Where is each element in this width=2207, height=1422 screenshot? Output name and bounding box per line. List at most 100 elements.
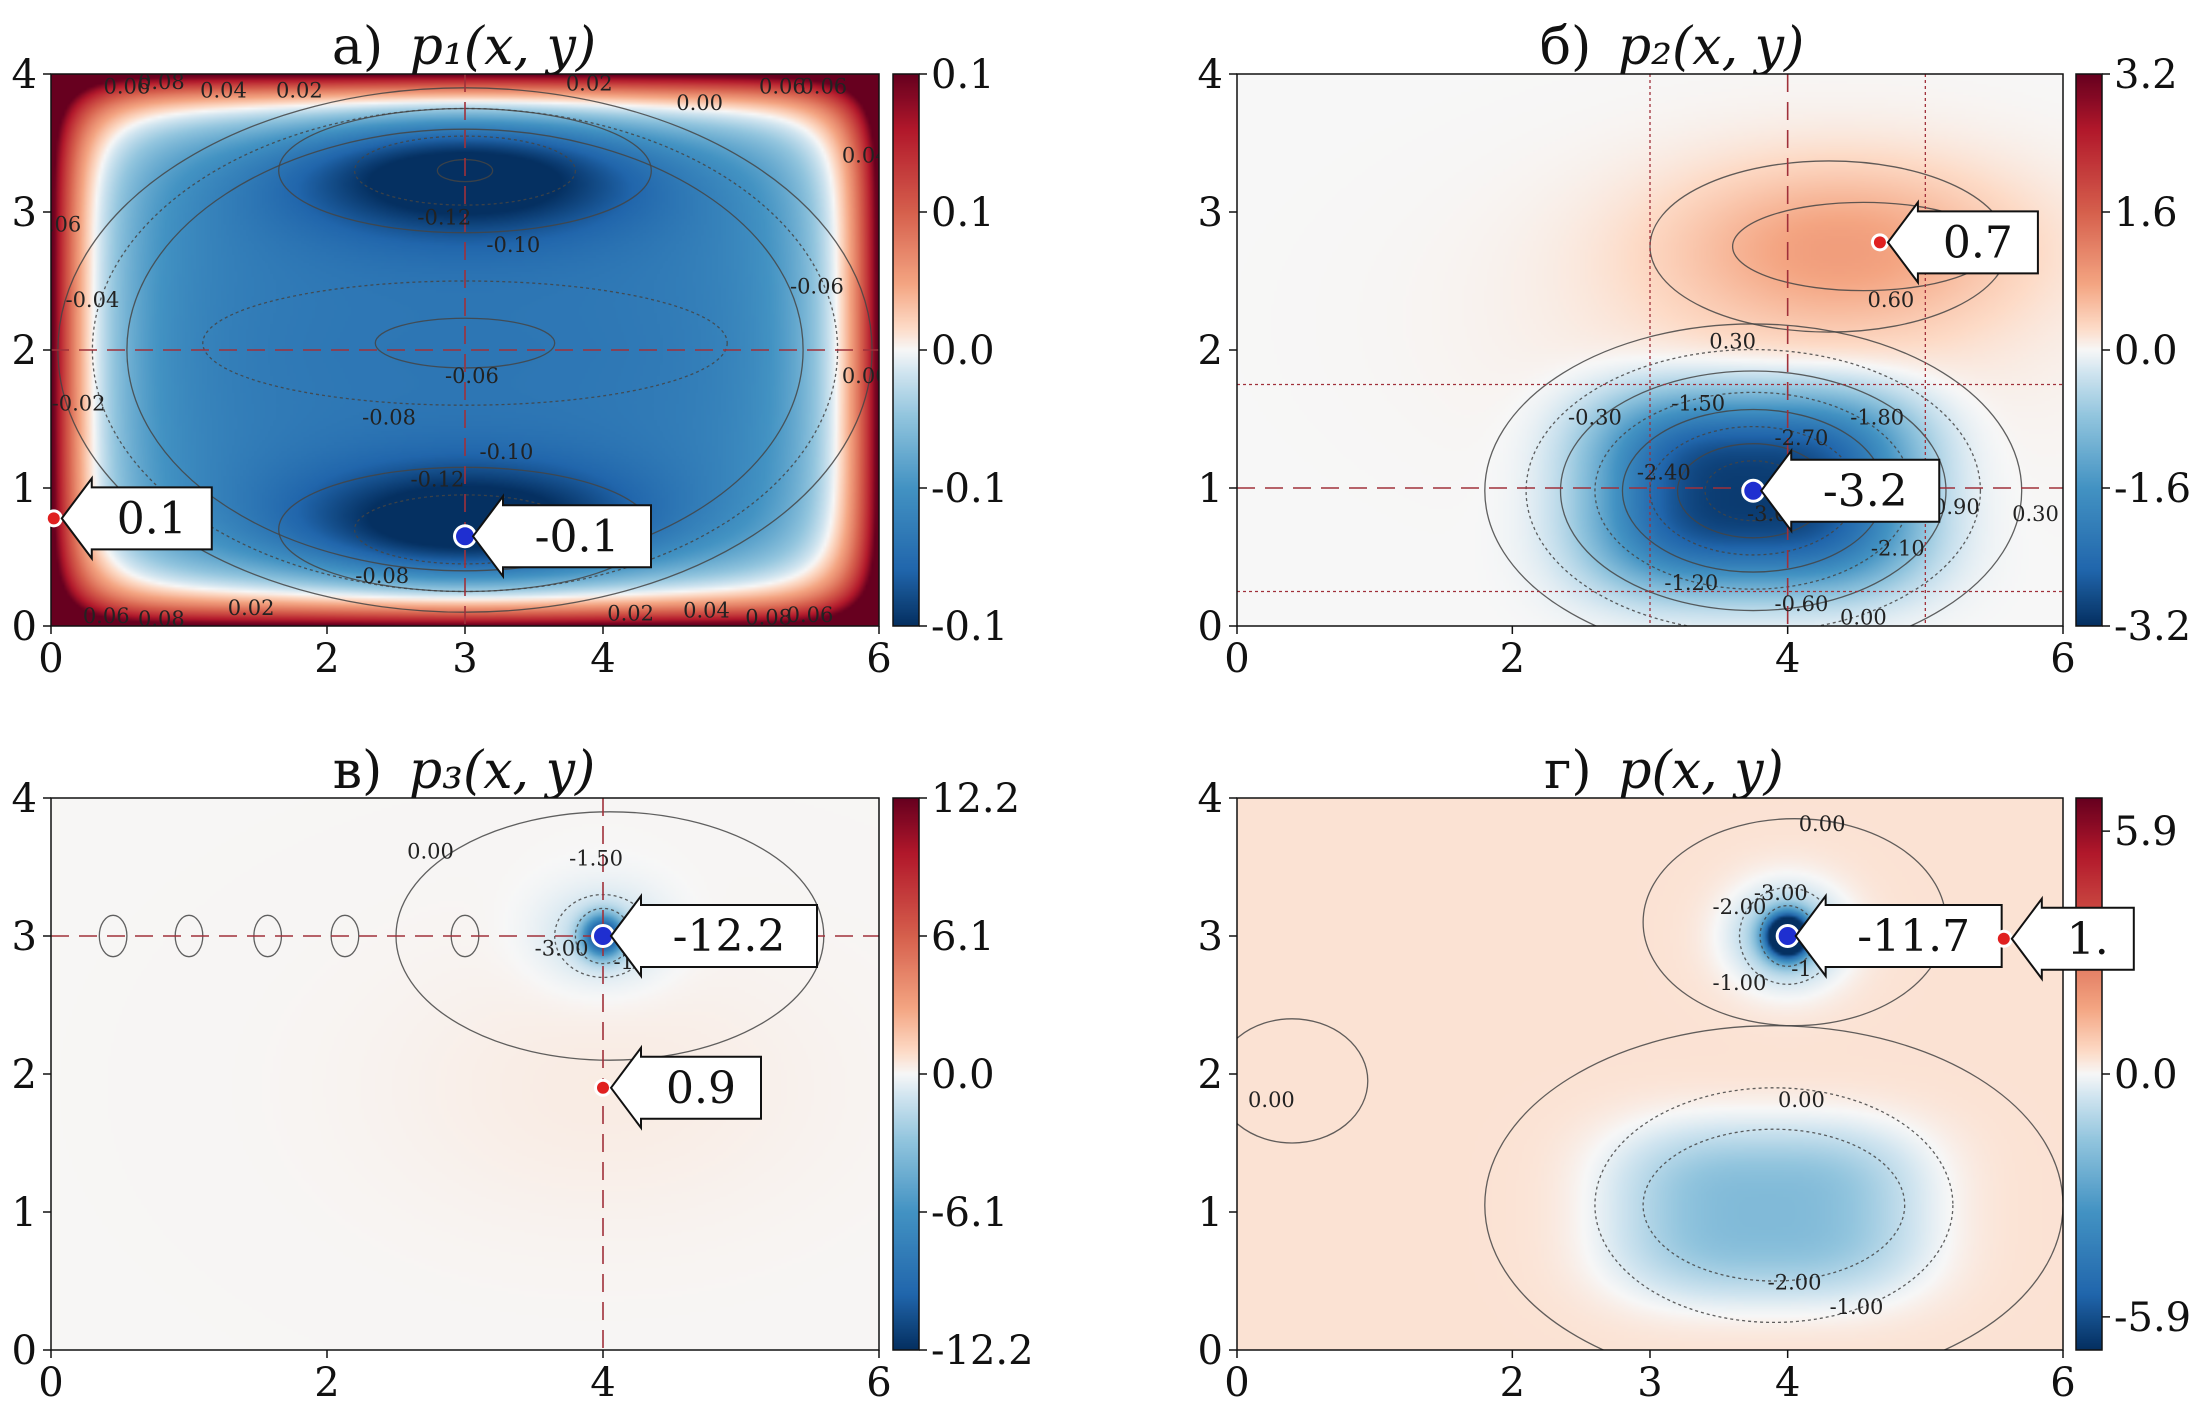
contour-label: 0.06 bbox=[104, 74, 151, 98]
contour-line bbox=[98, 914, 128, 958]
colorbar-tick-label: 0.0 bbox=[931, 328, 995, 374]
panel-d: г) p(x, y) 0.00-2.00-3.00-1.00-10.00 0.00… bbox=[1198, 741, 2192, 1406]
contour-line bbox=[1525, 348, 1981, 626]
colorbar: 5.9 0.0 -5.9 bbox=[2075, 797, 2191, 1351]
x-axis: 0 2 3 4 6 bbox=[1224, 1350, 2076, 1406]
panel-title-function: p₂(x, y) bbox=[1618, 17, 1804, 77]
callout-label: 0.7 bbox=[1943, 217, 2013, 268]
y-tick-label: 4 bbox=[1198, 776, 1223, 822]
callout-arrow bbox=[1760, 447, 1941, 534]
contour-label: 0.00 bbox=[842, 364, 889, 388]
contour-line bbox=[353, 135, 577, 206]
contour-label: -0.60 bbox=[1775, 592, 1829, 616]
contour-label: 0.08 bbox=[138, 607, 185, 631]
minimum-marker bbox=[1744, 481, 1763, 500]
callout-arrow bbox=[471, 493, 652, 580]
extremum-markers: -3.2 0.7 bbox=[1741, 199, 2039, 534]
colorbar-gradient bbox=[893, 798, 919, 1350]
contour-line bbox=[1642, 1128, 1906, 1282]
contour-label: 0.02 bbox=[276, 78, 323, 102]
panel-title-function: p(x, y) bbox=[1618, 741, 1784, 801]
contour-label: -0.10 bbox=[479, 440, 533, 464]
panel-title-function: p₁(x, y) bbox=[410, 17, 596, 77]
contour-label: -2.70 bbox=[1775, 426, 1829, 450]
x-tick-label: 0 bbox=[1224, 1360, 1249, 1406]
colorbar: 12.2 6.1 0.0 -6.1 -12.2 bbox=[892, 776, 1034, 1374]
contour-label: -1.50 bbox=[1671, 392, 1725, 416]
x-tick-label: 6 bbox=[2050, 1360, 2075, 1406]
callout-arrow bbox=[609, 1044, 762, 1131]
callout-arrow bbox=[609, 893, 818, 979]
x-tick-label: 2 bbox=[314, 1360, 339, 1406]
contour-label: 0.02 bbox=[228, 596, 275, 620]
colorbar-tick-label: 0.0 bbox=[931, 1052, 995, 1098]
contour-label: -0.04 bbox=[65, 288, 119, 312]
y-tick-label: 0 bbox=[12, 1328, 37, 1374]
colorbar-tick-label: 0.0 bbox=[2114, 1052, 2178, 1098]
x-tick-label: 3 bbox=[452, 636, 477, 682]
contour-label: -0.12 bbox=[417, 205, 471, 229]
y-tick-label: 0 bbox=[1198, 604, 1223, 650]
maximum-marker bbox=[1873, 236, 1886, 249]
y-tick-label: 3 bbox=[12, 190, 37, 236]
panel-b: б) p₂(x, y) 0.60 0.30 -0.30 -1.50 -2.70 -1.80… bbox=[1198, 17, 2192, 682]
maximum-marker bbox=[47, 512, 60, 525]
callout-label: -11.7 bbox=[1857, 911, 1970, 962]
x-tick-label: 0 bbox=[38, 636, 63, 682]
contour-label: -1.80 bbox=[1850, 406, 1904, 430]
x-tick-label: 4 bbox=[590, 636, 615, 682]
colorbar-tick-label: 6.1 bbox=[931, 914, 995, 960]
callout-arrow bbox=[2010, 895, 2135, 982]
contour-label: 0.04 bbox=[200, 78, 247, 102]
contour-label: 0.00 bbox=[676, 91, 723, 115]
y-tick-label: 2 bbox=[12, 328, 37, 374]
contour-label: 0.08 bbox=[745, 606, 792, 630]
colorbar-tick-label: -6.1 bbox=[931, 1190, 1008, 1236]
contour-label: 0.60 bbox=[1868, 288, 1915, 312]
x-axis: 0 2 3 4 6 bbox=[38, 626, 892, 682]
x-axis: 0 2 4 6 bbox=[38, 1350, 892, 1406]
callout-label: 1. bbox=[2067, 914, 2109, 965]
panel-title: г) p(x, y) bbox=[1544, 741, 1784, 801]
contour-line bbox=[126, 128, 804, 572]
callout-label: -0.1 bbox=[535, 511, 620, 562]
y-tick-label: 1 bbox=[12, 466, 37, 512]
contour-label: -0.10 bbox=[486, 233, 540, 257]
panel-title-function: p₃(x, y) bbox=[409, 741, 595, 801]
y-tick-label: 4 bbox=[1198, 52, 1223, 98]
contour-label: 0.06 bbox=[83, 604, 130, 628]
y-tick-label: 4 bbox=[12, 52, 37, 98]
contour-label: -0.06 bbox=[445, 364, 499, 388]
y-axis: 0 1 2 3 4 bbox=[1198, 776, 1237, 1374]
callout-label: -12.2 bbox=[673, 911, 786, 962]
x-tick-label: 4 bbox=[590, 1360, 615, 1406]
y-axis: 0 1 2 3 4 bbox=[12, 52, 51, 650]
y-tick-label: 3 bbox=[1198, 190, 1223, 236]
y-tick-label: 3 bbox=[1198, 914, 1223, 960]
extremum-markers: -11.7 1. bbox=[1775, 893, 2135, 982]
minimum-marker bbox=[456, 527, 474, 546]
x-axis: 0 2 4 6 bbox=[1224, 626, 2076, 682]
contour-label: 0.06 bbox=[759, 74, 806, 98]
colorbar-tick-label: 12.2 bbox=[931, 776, 1020, 822]
contour-label: -2.00 bbox=[1768, 1270, 1822, 1294]
colorbar: 0.1 0.1 0.0 -0.1 -0.1 bbox=[892, 52, 1008, 650]
contour-label: -0.08 bbox=[362, 406, 416, 430]
minimum-marker bbox=[594, 927, 612, 945]
panel-title-prefix: б) bbox=[1540, 17, 1592, 77]
contour-label: -3.00 bbox=[535, 936, 589, 960]
contour-label: 0.02 bbox=[566, 72, 613, 96]
y-tick-label: 0 bbox=[1198, 1328, 1223, 1374]
x-tick-label: 6 bbox=[866, 1360, 891, 1406]
colorbar-tick-label: -0.1 bbox=[931, 466, 1008, 512]
contour-label: 0.00 bbox=[1778, 1088, 1825, 1112]
callout-arrow bbox=[1886, 199, 2039, 286]
colorbar-tick-label: 3.2 bbox=[2114, 52, 2178, 98]
contour-label: 0.06 bbox=[787, 603, 834, 627]
contour-label: 0.00 bbox=[1799, 812, 1846, 836]
contour-label: 0.00 bbox=[1248, 1088, 1295, 1112]
contour-label: -1 bbox=[1791, 957, 1811, 981]
y-tick-label: 1 bbox=[1198, 466, 1223, 512]
contour-labels: 0.00-2.00-3.00-1.00-10.00 0.00-2.00-1.00 bbox=[1248, 812, 1883, 1319]
